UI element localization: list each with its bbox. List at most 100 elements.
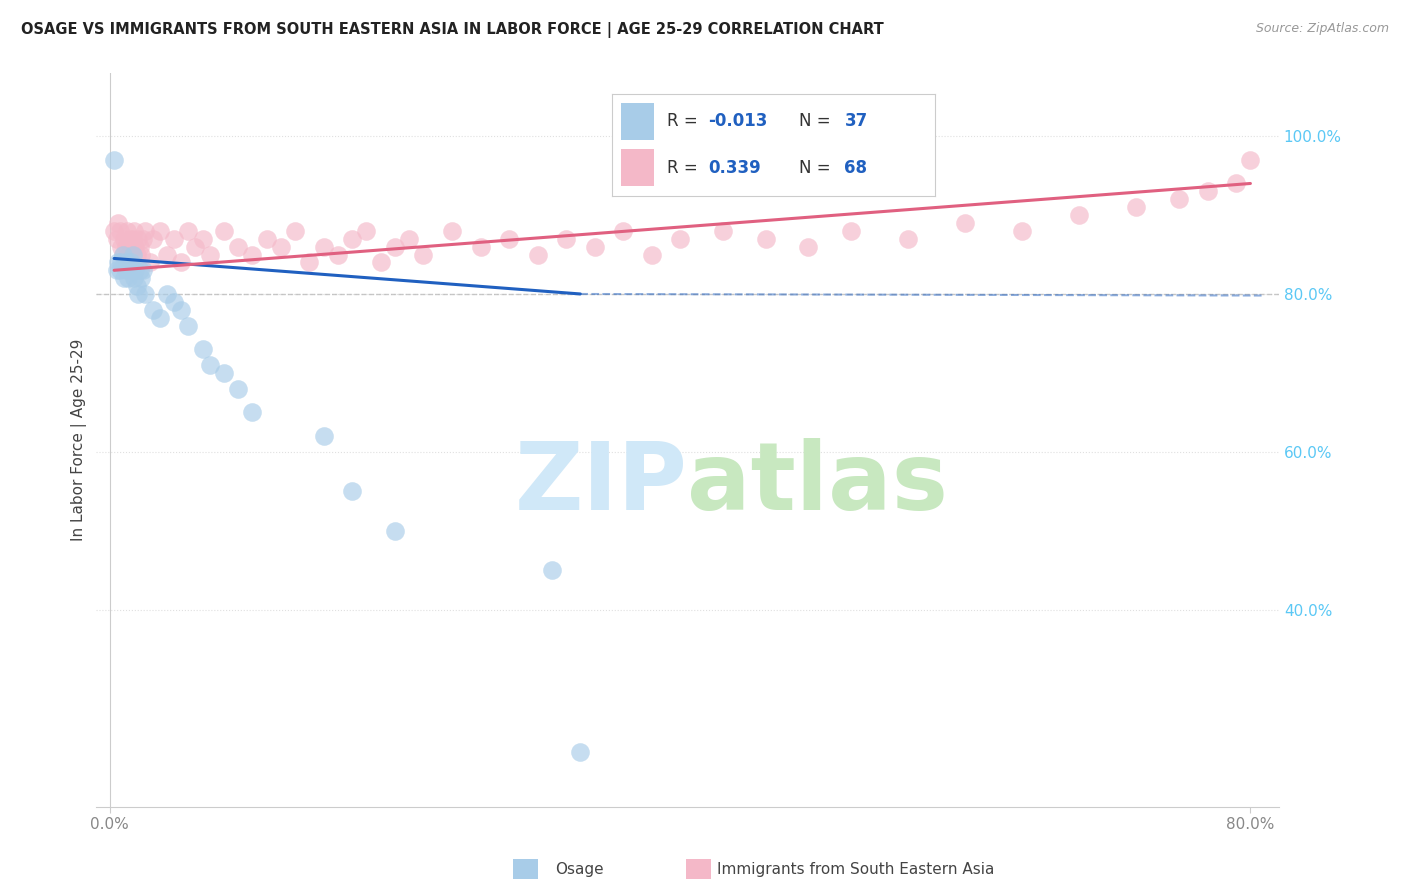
Point <box>120 239 142 253</box>
Point <box>107 216 129 230</box>
Point <box>111 247 134 261</box>
Point <box>226 239 249 253</box>
Point <box>115 255 138 269</box>
Point <box>110 255 132 269</box>
Point <box>370 255 392 269</box>
Point <box>142 302 165 317</box>
Point <box>156 287 179 301</box>
Point <box>612 224 634 238</box>
Point <box>242 405 264 419</box>
Point <box>121 232 143 246</box>
Point <box>583 239 606 253</box>
Point <box>121 247 143 261</box>
Point <box>342 484 364 499</box>
Text: N =: N = <box>799 159 831 177</box>
Point <box>398 232 420 246</box>
Point <box>356 224 378 238</box>
Point <box>118 232 141 246</box>
Point <box>112 271 135 285</box>
Point <box>149 310 172 325</box>
Point <box>131 232 153 246</box>
Point <box>163 294 186 309</box>
Point <box>128 239 150 253</box>
Point <box>184 239 207 253</box>
Point <box>955 216 977 230</box>
Y-axis label: In Labor Force | Age 25-29: In Labor Force | Age 25-29 <box>72 339 87 541</box>
Text: OSAGE VS IMMIGRANTS FROM SOUTH EASTERN ASIA IN LABOR FORCE | AGE 25-29 CORRELATI: OSAGE VS IMMIGRANTS FROM SOUTH EASTERN A… <box>21 22 884 38</box>
Point <box>134 224 156 238</box>
Point <box>103 224 125 238</box>
Point <box>270 239 292 253</box>
Point <box>110 239 132 253</box>
Point <box>111 247 134 261</box>
Point <box>127 287 149 301</box>
Point <box>156 247 179 261</box>
Point <box>127 232 149 246</box>
Point <box>284 224 307 238</box>
Point <box>384 524 406 538</box>
Point <box>1069 208 1091 222</box>
Point <box>298 255 321 269</box>
Point <box>1168 192 1191 206</box>
Point <box>1011 224 1033 238</box>
Point <box>125 247 148 261</box>
Point <box>384 239 406 253</box>
Point <box>108 263 131 277</box>
Point <box>125 279 148 293</box>
Point <box>1197 185 1219 199</box>
Bar <box>621 103 654 140</box>
Point <box>118 263 141 277</box>
Point <box>124 239 146 253</box>
Text: 37: 37 <box>845 112 868 130</box>
Point <box>124 263 146 277</box>
Point <box>226 382 249 396</box>
Point <box>1239 153 1261 167</box>
Point <box>170 255 193 269</box>
Point <box>170 302 193 317</box>
Point <box>177 224 200 238</box>
Point <box>569 745 592 759</box>
Point <box>117 247 139 261</box>
Point <box>191 232 214 246</box>
Point <box>256 232 278 246</box>
Point <box>120 255 142 269</box>
Point <box>1225 177 1247 191</box>
Point <box>114 263 136 277</box>
Text: R =: R = <box>666 159 697 177</box>
Point <box>112 232 135 246</box>
Point <box>115 224 138 238</box>
Point <box>1125 200 1147 214</box>
Text: 0.339: 0.339 <box>709 159 762 177</box>
Text: Source: ZipAtlas.com: Source: ZipAtlas.com <box>1256 22 1389 36</box>
Point <box>839 224 862 238</box>
Bar <box>621 149 654 186</box>
Point <box>131 263 153 277</box>
Point <box>526 247 548 261</box>
Point <box>139 255 162 269</box>
Point <box>117 271 139 285</box>
Point <box>326 247 349 261</box>
Point <box>142 232 165 246</box>
Point <box>103 153 125 167</box>
Point <box>105 232 128 246</box>
Point <box>412 247 434 261</box>
Point <box>897 232 920 246</box>
Text: R =: R = <box>666 112 697 130</box>
Point <box>198 247 221 261</box>
Point <box>540 563 562 577</box>
Point <box>711 224 734 238</box>
Point <box>191 342 214 356</box>
Point <box>163 232 186 246</box>
Point <box>129 247 152 261</box>
Point <box>212 224 235 238</box>
Point <box>640 247 662 261</box>
Point <box>114 239 136 253</box>
Point <box>755 232 778 246</box>
Point <box>108 224 131 238</box>
Point <box>198 358 221 372</box>
Point <box>555 232 578 246</box>
Point <box>149 224 172 238</box>
Point <box>122 224 145 238</box>
Point <box>312 239 335 253</box>
Text: N =: N = <box>799 112 831 130</box>
